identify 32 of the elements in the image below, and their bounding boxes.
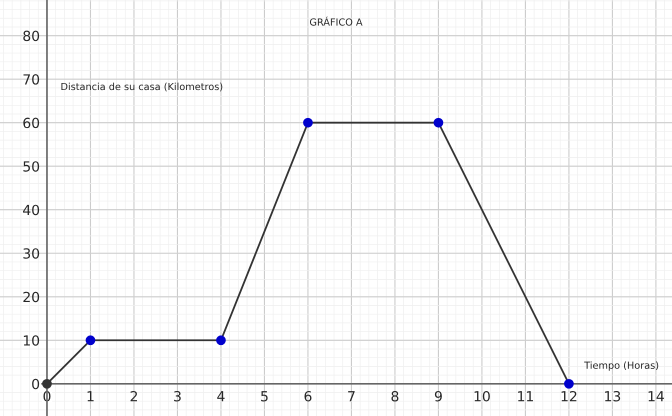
x-tick-label: 5 [261, 391, 268, 402]
y-tick-label: 80 [23, 30, 40, 42]
point [303, 118, 313, 128]
x-tick-label: 4 [217, 391, 225, 402]
x-tick-label: 12 [562, 390, 576, 402]
point [564, 378, 574, 389]
x-tick-label: 13 [605, 390, 620, 402]
y-tick-label: 20 [23, 292, 40, 302]
point [42, 378, 52, 389]
x-tick-label: 7 [348, 391, 355, 402]
x-tick-label: 8 [391, 390, 398, 402]
text: GRÁFICO A [310, 16, 363, 26]
point [434, 118, 444, 128]
point [86, 335, 96, 346]
x-axis-title: Tiempo (Horas) [584, 361, 658, 371]
x-tick-label: 1 [88, 391, 94, 402]
y-tick-label: 70 [23, 74, 40, 85]
y-axis-title: Distancia de su casa (Kilometros) [61, 82, 222, 92]
x-tick-label: 9 [434, 390, 442, 402]
y-tick-label: 40 [23, 204, 40, 216]
y-tick-label: 10 [24, 335, 40, 346]
y-tick-label: 0 [32, 378, 40, 390]
y-tick-label: 30 [23, 248, 40, 259]
x-tick-label: 11 [518, 391, 533, 402]
x-tick-label: 2 [130, 390, 137, 402]
x-tick-label: 6 [304, 390, 312, 402]
x-tick-label: 3 [174, 390, 181, 402]
x-tick-label: 14 [648, 391, 664, 402]
y-tick-label: 50 [23, 161, 40, 172]
x-tick-label: 10 [474, 390, 490, 402]
point [216, 335, 226, 346]
y-tick-label: 60 [23, 118, 40, 128]
